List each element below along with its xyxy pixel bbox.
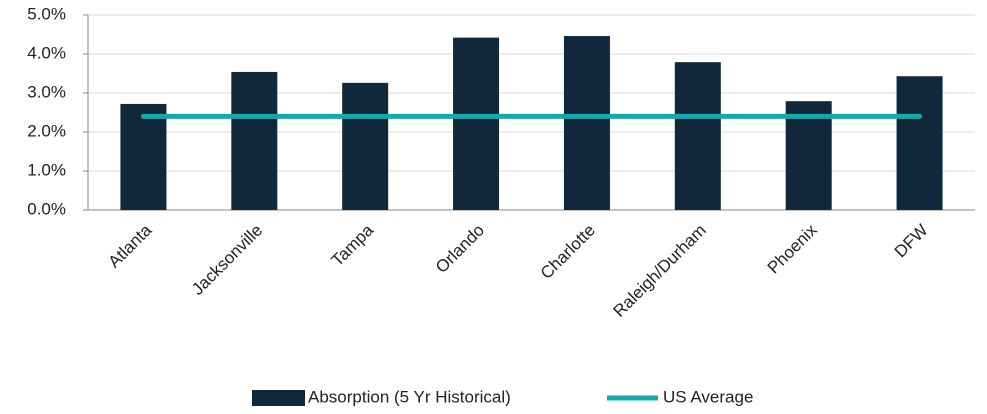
legend-label: Absorption (5 Yr Historical) [308, 387, 511, 406]
y-tick-label: 1.0% [27, 160, 66, 179]
x-tick-label: Charlotte [537, 221, 599, 283]
x-tick-label: DFW [891, 221, 932, 262]
y-tick-label: 2.0% [27, 121, 66, 140]
bar [120, 103, 167, 210]
legend-label: US Average [663, 387, 753, 406]
x-tick-label: Phoenix [764, 220, 821, 277]
y-tick-label: 5.0% [27, 4, 66, 23]
bar [563, 36, 610, 211]
x-tick-label: Raleigh/Durham [610, 221, 710, 321]
x-tick-label: Jacksonville [188, 221, 266, 299]
bar [342, 82, 389, 210]
bar [231, 71, 278, 210]
x-tick-label: Orlando [432, 221, 488, 277]
bar [674, 62, 721, 210]
x-tick-label: Atlanta [105, 220, 156, 271]
x-tick-label: Tampa [328, 220, 378, 270]
bar [453, 37, 500, 211]
bar [785, 101, 832, 210]
bar [896, 76, 943, 210]
y-tick-label: 0.0% [27, 199, 66, 218]
legend-swatch [252, 390, 305, 406]
y-tick-label: 4.0% [27, 43, 66, 62]
y-tick-label: 3.0% [27, 82, 66, 101]
